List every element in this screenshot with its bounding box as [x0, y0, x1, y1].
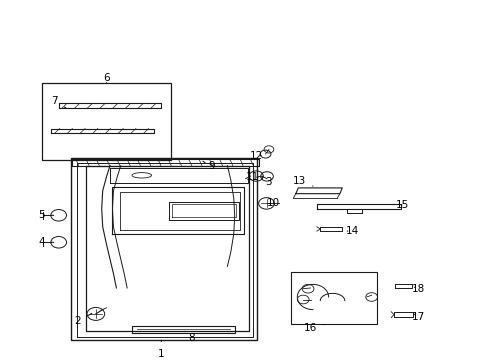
Text: 7: 7	[51, 96, 66, 108]
Bar	[41, 83, 171, 160]
Text: 18: 18	[411, 284, 425, 294]
Text: 6: 6	[103, 73, 110, 84]
Text: 17: 17	[411, 312, 425, 322]
Text: 4: 4	[38, 237, 54, 247]
Bar	[290, 272, 376, 324]
Text: 1: 1	[158, 340, 164, 359]
Text: 12: 12	[249, 150, 263, 161]
Text: 15: 15	[394, 200, 408, 210]
Text: 9: 9	[203, 161, 214, 171]
Text: 11: 11	[245, 172, 263, 182]
Text: 5: 5	[38, 210, 54, 220]
Text: 10: 10	[267, 198, 280, 208]
Text: 13: 13	[292, 176, 312, 186]
Text: 16: 16	[303, 323, 324, 333]
Text: 8: 8	[185, 331, 195, 343]
Bar	[71, 158, 256, 340]
Text: 2: 2	[74, 314, 92, 326]
Text: 3: 3	[256, 177, 271, 187]
Text: 14: 14	[345, 226, 358, 236]
